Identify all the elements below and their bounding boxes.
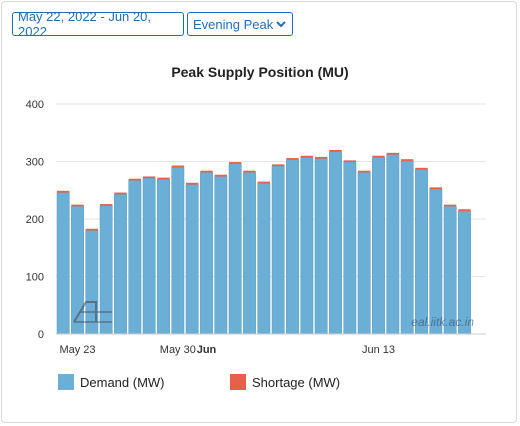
x-tick-label: May 30 <box>160 344 196 356</box>
demand-bar <box>99 205 113 335</box>
demand-bar <box>286 159 299 335</box>
demand-bar <box>415 169 428 335</box>
y-tick-label: 0 <box>38 329 44 341</box>
demand-bar <box>400 160 414 335</box>
demand-bar <box>243 172 256 335</box>
peak-type-select[interactable]: Evening Peak <box>187 12 293 36</box>
shortage-bar <box>143 176 156 179</box>
chart-title: Peak Supply Position (MU) <box>171 64 349 80</box>
shortage-bar <box>329 150 342 152</box>
shortage-bar <box>372 155 385 158</box>
shortage-bar <box>85 228 98 231</box>
legend-label-shortage: Shortage (MW) <box>252 374 341 390</box>
shortage-bar <box>114 192 127 195</box>
peak-type-label: Evening Peak <box>193 16 274 32</box>
y-tick-label: 200 <box>26 214 44 226</box>
demand-bar <box>171 167 185 335</box>
shortage-bar <box>71 204 84 207</box>
date-range-picker[interactable]: May 22, 2022 - Jun 20, 2022 <box>12 9 184 39</box>
shortage-bar <box>57 190 70 193</box>
demand-bar <box>185 184 199 335</box>
shortage-bar <box>200 170 213 173</box>
shortage-swatch <box>230 374 246 390</box>
watermark-text: eal.iitk.ac.in <box>411 315 474 329</box>
shortage-bar <box>243 170 256 173</box>
demand-bar <box>314 158 328 335</box>
x-tick-label: May 23 <box>59 344 95 356</box>
shortage-bar <box>444 204 457 207</box>
shortage-bar <box>415 167 428 170</box>
demand-bar <box>228 163 242 335</box>
shortage-bar <box>386 152 399 155</box>
legend-label-demand: Demand (MW) <box>80 374 165 390</box>
shortage-bar <box>229 162 242 164</box>
demand-bar <box>200 172 213 335</box>
demand-bar <box>128 180 142 335</box>
shortage-bar <box>315 156 328 159</box>
demand-bar <box>56 192 70 335</box>
demand-bar <box>343 161 357 335</box>
demand-bar <box>271 165 285 335</box>
shortage-bar <box>401 159 414 161</box>
eal-logo-icon <box>73 301 112 323</box>
demand-bar <box>357 172 371 335</box>
demand-bar <box>429 188 443 335</box>
shortage-bar <box>214 174 227 177</box>
shortage-bar <box>300 155 313 158</box>
y-tick-label: 100 <box>26 272 44 284</box>
y-tick-label: 300 <box>26 157 44 169</box>
demand-bar <box>329 151 342 335</box>
chevron-down-icon <box>276 21 286 28</box>
demand-bar <box>142 177 156 335</box>
shortage-bar <box>343 160 356 163</box>
demand-bar <box>300 157 314 335</box>
demand-bar <box>372 157 385 335</box>
shortage-bar <box>358 170 371 173</box>
x-tick-label: Jun <box>197 344 217 356</box>
demand-bar <box>386 154 400 335</box>
shortage-bar <box>286 158 299 160</box>
shortage-bar <box>157 177 170 180</box>
demand-bar <box>214 176 228 335</box>
shortage-bar <box>257 181 270 184</box>
x-tick-label: Jun 13 <box>362 344 395 356</box>
shortage-bar <box>128 178 141 181</box>
demand-swatch <box>58 374 74 390</box>
shortage-bar <box>272 164 285 167</box>
demand-bar <box>157 179 170 335</box>
shortage-bar <box>100 204 113 206</box>
shortage-bar <box>429 187 442 190</box>
demand-bar <box>257 183 271 335</box>
y-tick-label: 400 <box>26 99 44 111</box>
shortage-bar <box>186 182 199 185</box>
shortage-bar <box>171 165 184 168</box>
date-range-label: May 22, 2022 - Jun 20, 2022 <box>18 9 151 39</box>
legend-item-shortage[interactable]: Shortage (MW) <box>230 374 340 390</box>
demand-bar <box>114 194 127 335</box>
shortage-bar <box>458 209 471 211</box>
legend-item-demand[interactable]: Demand (MW) <box>58 374 165 390</box>
chart-controls: May 22, 2022 - Jun 20, 2022 Evening Peak <box>12 9 293 39</box>
